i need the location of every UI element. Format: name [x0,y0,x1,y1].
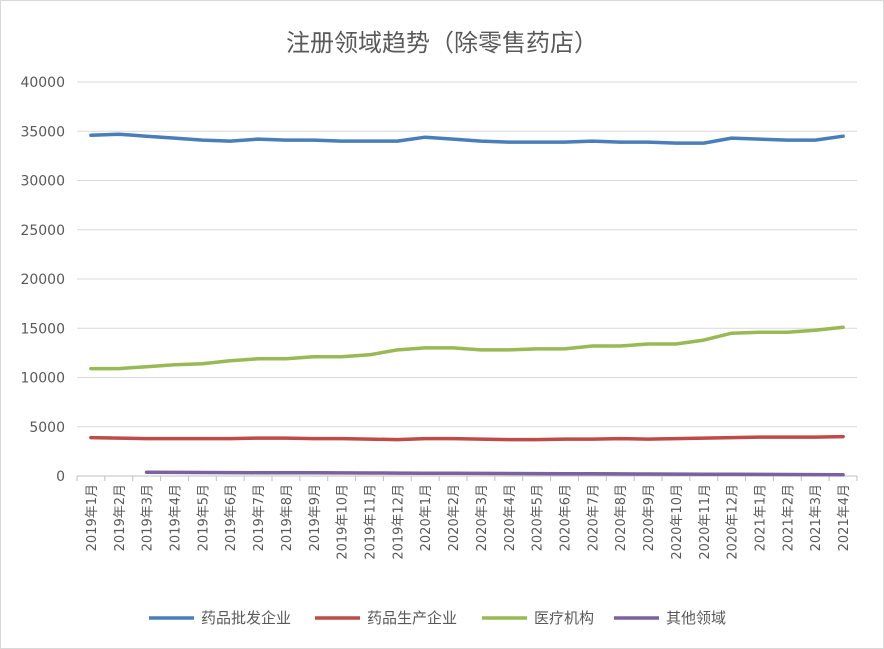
x-tick-label: 2020年7月 [586,484,601,551]
series-line [89,325,845,371]
y-tick-label: 40000 [20,75,65,91]
x-tick-label: 2019年1月 [85,484,100,551]
x-tick-label: 2019年12月 [391,484,406,560]
x-tick-label: 2021年1月 [754,484,769,551]
x-tick-label: 2020年1月 [419,484,434,551]
x-tick-label: 2020年8月 [614,484,629,551]
x-tick-label: 2020年10月 [670,484,685,560]
x-tick-label: 2019年7月 [252,484,267,551]
legend-label: 药品批发企业 [201,609,291,627]
y-tick-label: 15000 [20,321,65,337]
x-tick-label: 2020年5月 [531,484,546,551]
y-tick-label: 25000 [20,223,65,239]
series-line [89,132,845,145]
x-tick-label: 2019年2月 [113,484,128,551]
x-tick-label: 2020年9月 [642,484,657,551]
x-tick-label: 2021年3月 [809,484,824,551]
x-tick-label: 2019年4月 [169,484,184,551]
y-tick-label: 35000 [20,124,65,140]
x-tick-label: 2020年12月 [726,484,741,560]
chart-title: 注册领域趋势（除零售药店） [286,29,598,57]
y-tick-label: 0 [56,469,65,485]
x-tick-label: 2020年11月 [698,484,713,560]
y-tick-label: 5000 [29,420,65,436]
x-tick-label: 2019年11月 [364,484,379,560]
y-tick-label: 10000 [20,371,65,387]
x-tick-label: 2019年10月 [336,484,351,560]
series-line [144,470,845,477]
legend-label: 药品生产企业 [367,609,457,627]
x-tick-label: 2019年8月 [280,484,295,551]
x-tick-label: 2019年9月 [308,484,323,551]
y-tick-label: 20000 [20,272,65,288]
y-tick-label: 30000 [20,174,65,190]
x-tick-label: 2019年5月 [196,484,211,551]
x-tick-label: 2020年3月 [475,484,490,551]
legend-label: 医疗机构 [534,609,594,627]
x-tick-label: 2020年4月 [503,484,518,551]
x-tick-label: 2021年4月 [837,484,852,551]
legend-label: 其他领域 [666,609,726,627]
x-tick-label: 2021年2月 [781,484,796,551]
x-tick-label: 2020年2月 [447,484,462,551]
series-line [89,434,845,442]
x-tick-label: 2019年6月 [224,484,239,551]
x-tick-label: 2020年6月 [559,484,574,551]
x-tick-label: 2019年3月 [141,484,156,551]
